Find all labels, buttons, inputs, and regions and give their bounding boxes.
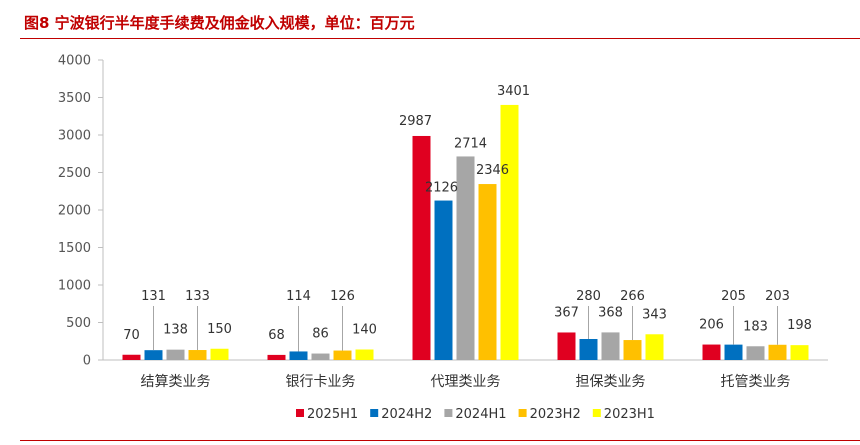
y-tick-label: 3000 bbox=[58, 129, 91, 144]
bar bbox=[790, 345, 809, 360]
bar bbox=[412, 135, 431, 360]
bar bbox=[355, 349, 374, 360]
data-label: 70 bbox=[123, 328, 140, 343]
data-label: 3401 bbox=[497, 84, 530, 99]
bar bbox=[601, 332, 620, 360]
data-label: 2987 bbox=[399, 114, 432, 129]
x-category-label: 代理类业务 bbox=[431, 374, 501, 390]
bar bbox=[188, 350, 207, 360]
bar bbox=[500, 104, 519, 360]
y-tick-label: 2000 bbox=[58, 204, 91, 219]
data-label: 2714 bbox=[454, 136, 487, 151]
bar bbox=[122, 354, 141, 360]
data-label: 2126 bbox=[425, 181, 458, 196]
legend-swatch bbox=[518, 409, 527, 417]
x-category-label: 托管类业务 bbox=[721, 374, 791, 390]
y-tick-label: 2500 bbox=[58, 166, 91, 181]
legend: 2025H1 2024H2 2024H1 2023H2 2023H1 bbox=[296, 407, 655, 422]
bar bbox=[144, 350, 163, 360]
data-label: 205 bbox=[721, 289, 746, 304]
data-label: 198 bbox=[787, 318, 812, 333]
data-label: 140 bbox=[352, 323, 377, 338]
bar bbox=[311, 353, 330, 360]
x-category-label: 银行卡业务 bbox=[286, 374, 356, 390]
data-labels: 70 131 138 133 150 68 114 86 126 140 2987 2126 2714 2… bbox=[123, 84, 812, 352]
legend-label: 2024H1 bbox=[455, 407, 506, 422]
y-tick-label: 1500 bbox=[58, 241, 91, 256]
data-label: 86 bbox=[312, 327, 329, 342]
bar bbox=[166, 349, 185, 360]
bar bbox=[768, 344, 787, 360]
y-tick-label: 4000 bbox=[58, 54, 91, 69]
bar bbox=[702, 344, 721, 360]
data-label: 367 bbox=[554, 305, 579, 320]
x-category-label: 结算类业务 bbox=[141, 374, 211, 390]
data-label: 343 bbox=[642, 307, 667, 322]
y-axis: 0 500 1000 1500 2000 2500 3000 3500 4000 bbox=[58, 54, 104, 369]
bar bbox=[746, 346, 765, 360]
data-label: 2346 bbox=[476, 163, 509, 178]
y-tick-label: 3500 bbox=[58, 91, 91, 106]
bars bbox=[122, 104, 809, 360]
bar bbox=[478, 184, 497, 360]
data-label: 368 bbox=[598, 305, 623, 320]
data-label: 266 bbox=[620, 289, 645, 304]
bar bbox=[333, 350, 352, 360]
data-label: 126 bbox=[330, 289, 355, 304]
title-rule bbox=[20, 38, 860, 39]
y-tick-label: 500 bbox=[66, 316, 91, 331]
y-tick-label: 0 bbox=[83, 354, 91, 369]
bar bbox=[210, 348, 229, 360]
bar bbox=[456, 156, 475, 360]
data-label: 150 bbox=[207, 322, 232, 337]
data-label: 131 bbox=[141, 289, 166, 304]
legend-label: 2023H2 bbox=[530, 407, 581, 422]
data-label: 206 bbox=[699, 318, 724, 333]
legend-swatch bbox=[296, 409, 304, 417]
data-label: 133 bbox=[185, 289, 210, 304]
data-label: 183 bbox=[743, 319, 768, 334]
data-label: 138 bbox=[163, 323, 188, 338]
bar bbox=[579, 339, 598, 360]
x-axis: 结算类业务 银行卡业务 代理类业务 担保类业务 托管类业务 bbox=[103, 359, 828, 390]
bar bbox=[267, 354, 286, 360]
y-tick-label: 1000 bbox=[58, 279, 91, 294]
x-category-label: 担保类业务 bbox=[576, 374, 646, 390]
legend-swatch bbox=[444, 409, 453, 417]
data-label: 203 bbox=[765, 289, 790, 304]
bottom-rule bbox=[20, 440, 860, 441]
data-label: 280 bbox=[576, 289, 601, 304]
chart-title: 图8 宁波银行半年度手续费及佣金收入规模，单位：百万元 bbox=[24, 14, 415, 32]
bar bbox=[289, 351, 308, 360]
bar bbox=[434, 200, 453, 360]
bar bbox=[557, 332, 576, 360]
legend-label: 2024H2 bbox=[381, 407, 432, 422]
bar bbox=[724, 344, 743, 360]
bar bbox=[645, 334, 664, 360]
legend-label: 2025H1 bbox=[307, 407, 358, 422]
data-label: 68 bbox=[268, 328, 285, 343]
bar bbox=[623, 340, 642, 360]
legend-swatch bbox=[370, 409, 379, 417]
data-label: 114 bbox=[286, 289, 311, 304]
legend-swatch bbox=[592, 409, 601, 417]
legend-label: 2023H1 bbox=[604, 407, 655, 422]
